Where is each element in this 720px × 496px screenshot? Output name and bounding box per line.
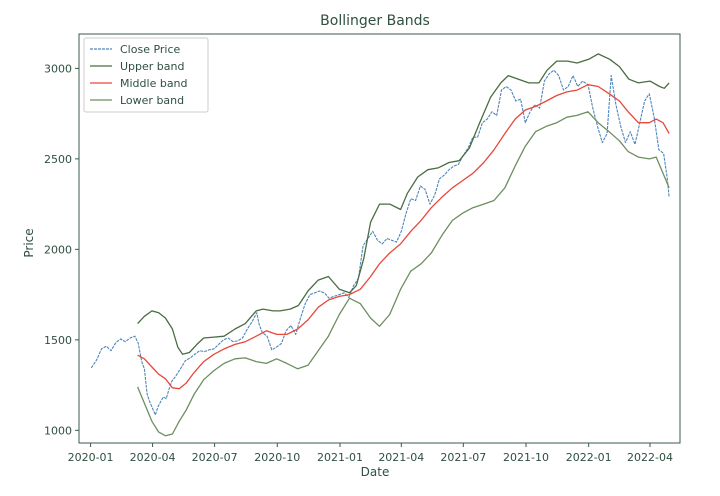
x-tick-label: 2022-04 <box>627 451 673 464</box>
x-tick-label: 2021-04 <box>378 451 424 464</box>
x-tick-label: 2020-04 <box>130 451 176 464</box>
series-line-upper-band <box>137 53 670 355</box>
series-layer <box>90 53 670 437</box>
axes-layer: 2020-01 2020-04 2020-07 2020-10 2021-01 2021-… <box>44 33 681 464</box>
y-tick-label: 1500 <box>44 334 72 347</box>
legend-label: Middle band <box>120 77 188 90</box>
legend-box <box>83 37 209 113</box>
x-tick-label: 2020-07 <box>192 451 238 464</box>
x-tick-label: 2022-01 <box>566 451 612 464</box>
series-line-middle-band <box>137 84 670 390</box>
series-line-lower-band <box>137 111 670 437</box>
x-tick-label: 2020-10 <box>254 451 300 464</box>
y-tick-label: 1000 <box>44 424 72 437</box>
y-tick-label: 3000 <box>44 62 72 75</box>
chart-title: Bollinger Bands <box>320 13 430 29</box>
x-axis-label: Date <box>361 465 390 479</box>
plot-frame <box>78 33 681 444</box>
x-tick-label: 2021-07 <box>440 451 486 464</box>
x-tick-label: 2020-01 <box>68 451 114 464</box>
x-tick-label: 2021-10 <box>503 451 549 464</box>
series-line-close-price <box>90 69 670 416</box>
legend-label: Close Price <box>120 43 181 56</box>
y-tick-label: 2000 <box>44 243 72 256</box>
legend-label: Lower band <box>120 94 184 107</box>
y-tick-label: 2500 <box>44 153 72 166</box>
x-tick-label: 2021-01 <box>317 451 363 464</box>
legend: Close Price Upper band Middle band Lower ba… <box>83 37 209 113</box>
y-axis-label: Price <box>22 228 36 257</box>
legend-label: Upper band <box>120 60 184 73</box>
